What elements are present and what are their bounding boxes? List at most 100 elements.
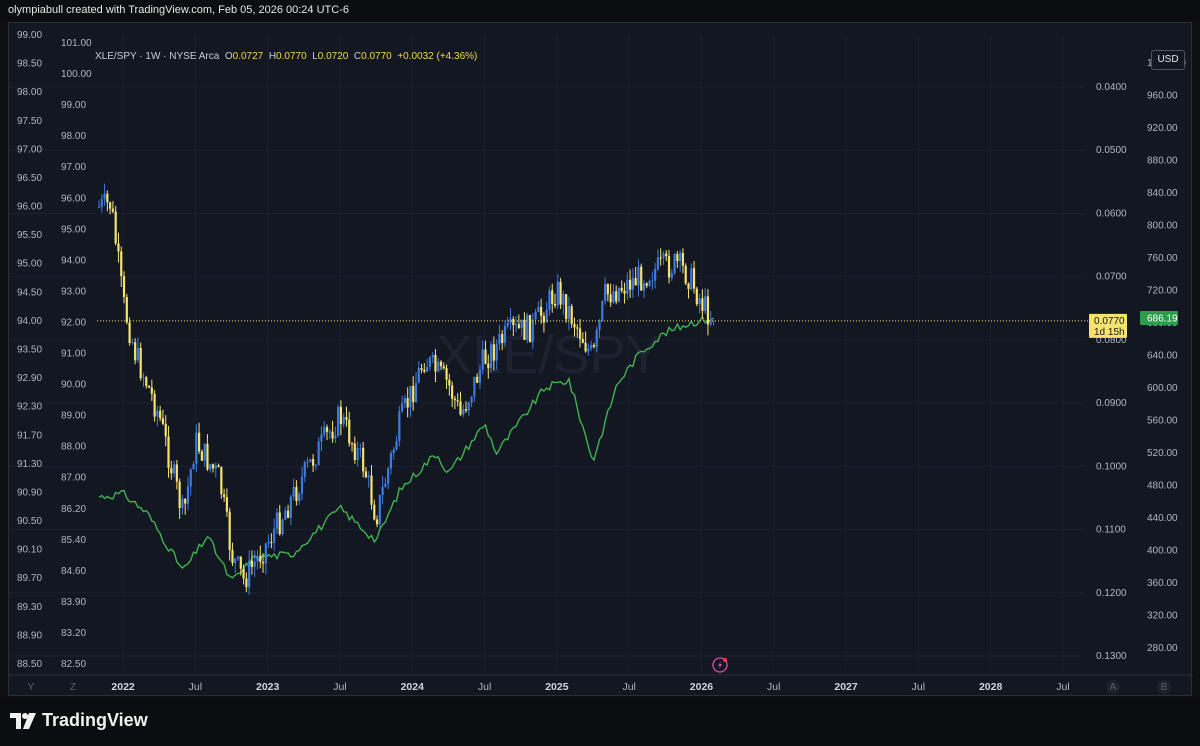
left-axis-outer-tick: 92.90 (17, 373, 42, 384)
candle-body (381, 487, 384, 496)
candle-body (431, 354, 434, 358)
axis-mode-button[interactable]: B (1161, 682, 1168, 693)
left-axis-outer-tick: 88.50 (17, 659, 42, 670)
time-axis-tick: 2026 (690, 681, 714, 693)
candle-body (687, 283, 690, 290)
candle-body (198, 432, 201, 452)
candle-body (698, 298, 701, 305)
candle-body (673, 254, 676, 273)
candle-body (684, 265, 687, 284)
left-axis-inner-tick: 99.00 (61, 100, 86, 111)
price-axis-tick: 600.00 (1147, 383, 1178, 394)
candle-body (556, 281, 559, 306)
candle-body (356, 448, 359, 461)
time-axis-button[interactable]: Z (70, 682, 76, 693)
price-chart[interactable]: XLE/SPY 99.00 98.50 98.00 97.50 97.00 96.50 96… (9, 23, 1193, 697)
candle-body (498, 333, 501, 344)
candle-body (236, 556, 240, 559)
candle-body (467, 402, 470, 411)
price-axis-tick: 920.00 (1147, 123, 1178, 134)
ratio-axis-tick: 0.0700 (1096, 272, 1127, 283)
candle-body (320, 434, 323, 442)
candle-body (681, 252, 685, 266)
lightning-icon[interactable] (712, 657, 728, 673)
candle-body (542, 315, 546, 323)
legend: XLE/SPY · 1W · NYSE Arca O0.0727 H0.0770… (95, 51, 477, 62)
candle-body (353, 443, 356, 461)
candle-body (456, 400, 459, 402)
price-axis-tick: 560.00 (1147, 416, 1178, 427)
axis-mode-button[interactable]: A (1110, 682, 1117, 693)
candle-body (451, 385, 454, 399)
legend-symbol: XLE/SPY · 1W · NYSE Arca (95, 51, 220, 62)
watermark: XLE/SPY (436, 325, 661, 385)
candle-body (517, 324, 520, 328)
candle-body (528, 314, 532, 343)
candle-body (598, 320, 601, 330)
candle-body (473, 376, 476, 397)
left-axis-outer-tick: 94.00 (17, 316, 42, 327)
candle-body (395, 441, 398, 450)
price-axis-tick: 320.00 (1147, 611, 1178, 622)
left-axis-outer-tick: 92.30 (17, 402, 42, 413)
left-axis-inner-tick: 90.00 (61, 380, 86, 391)
low-label: L (312, 51, 318, 62)
time-axis-tick: 2025 (545, 681, 569, 693)
open-label: O (224, 51, 233, 62)
candle-body (670, 272, 673, 278)
price-axis-tick: 840.00 (1147, 188, 1178, 199)
candle-body (448, 379, 451, 386)
candle-body (534, 312, 537, 320)
left-axis-outer-tick: 97.50 (17, 116, 42, 127)
candle-body (492, 344, 495, 361)
candle-body (609, 294, 612, 303)
time-axis[interactable]: 2022 Jul 2023 Jul 2024 Jul 2025 Jul 2026 Jul 2027 J… (9, 674, 1193, 694)
candle-body (256, 555, 259, 562)
candle-body (275, 512, 279, 529)
ratio-axis-tick: 0.1300 (1096, 651, 1127, 662)
candle-body (284, 510, 287, 520)
candle-body (184, 498, 187, 504)
candle-body (223, 494, 226, 498)
price-axis-tick: 640.00 (1147, 351, 1178, 362)
candle-body (559, 281, 562, 305)
left-axis-inner-tick: 91.00 (61, 349, 86, 360)
candle-body (439, 361, 443, 367)
candle-body (481, 349, 484, 370)
candle-body (259, 555, 262, 563)
candle-body (312, 459, 315, 466)
candle-body (462, 409, 465, 415)
axis-mode-button-bg[interactable] (1157, 680, 1171, 694)
candle-body (701, 298, 704, 311)
spy-price-text: 686.19 (1147, 313, 1178, 324)
candle-body (267, 542, 270, 544)
candle-body (484, 349, 487, 364)
candle-body (153, 393, 156, 417)
candle-body (214, 465, 217, 469)
candle-body (106, 193, 109, 203)
candle-body (548, 290, 551, 311)
price-axis-tick: 880.00 (1147, 156, 1178, 167)
candle-body (523, 319, 526, 340)
candle-body (414, 382, 418, 403)
candle-body (350, 443, 354, 445)
candle-body (590, 344, 593, 349)
currency-button[interactable]: USD (1151, 50, 1185, 70)
candle-body (576, 327, 579, 329)
left-axis-outer-tick: 98.50 (17, 59, 42, 70)
candle-body (206, 443, 209, 470)
candle-body (325, 427, 329, 432)
axis-mode-button-bg[interactable] (1106, 680, 1120, 694)
chart-panel[interactable]: XLE/SPY 99.00 98.50 98.00 97.50 97.00 96.50 96… (8, 22, 1193, 697)
left-axis-outer-tick: 91.30 (17, 459, 42, 470)
time-axis-button[interactable]: Y (28, 682, 35, 693)
candle-body (97, 206, 101, 208)
candle-body (203, 443, 206, 461)
candle-body (339, 406, 343, 425)
price-labels: 686.19 0.0770 1d 15h (1089, 310, 1178, 338)
candle-body (164, 423, 167, 437)
time-axis-tick: 2027 (834, 681, 858, 693)
candle-body (551, 290, 554, 304)
candle-body (131, 342, 134, 344)
candle-body (253, 561, 256, 567)
